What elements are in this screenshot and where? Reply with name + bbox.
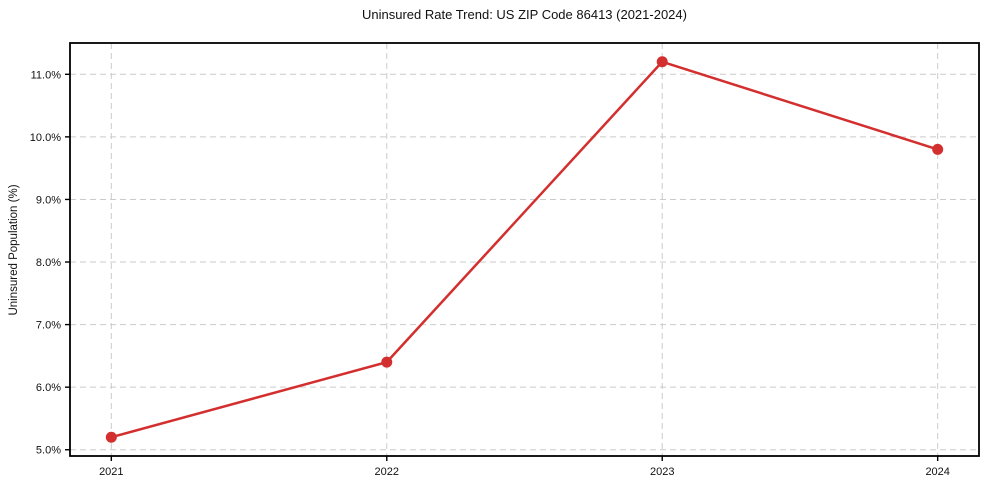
axes-frame — [69, 42, 980, 457]
chart-title: Uninsured Rate Trend: US ZIP Code 86413 … — [362, 7, 687, 22]
x-tick-label: 2024 — [925, 466, 949, 478]
data-line — [110, 60, 939, 439]
y-tick-label: 7.0% — [36, 320, 61, 332]
data-point — [932, 143, 944, 155]
data-point — [656, 56, 668, 68]
y-tick-label: 10.0% — [30, 132, 61, 144]
y-tick-label: 11.0% — [31, 69, 62, 81]
data-point — [105, 431, 117, 443]
y-tick-label: 9.0% — [36, 194, 61, 206]
x-tick-label: 2021 — [99, 466, 123, 478]
x-tick-label: 2022 — [375, 466, 399, 478]
data-point — [381, 356, 393, 368]
x-tick-label: 2023 — [650, 466, 674, 478]
y-tick-label: 6.0% — [36, 382, 61, 394]
y-tick-label: 8.0% — [36, 257, 61, 269]
y-tick-label: 5.0% — [36, 445, 61, 457]
